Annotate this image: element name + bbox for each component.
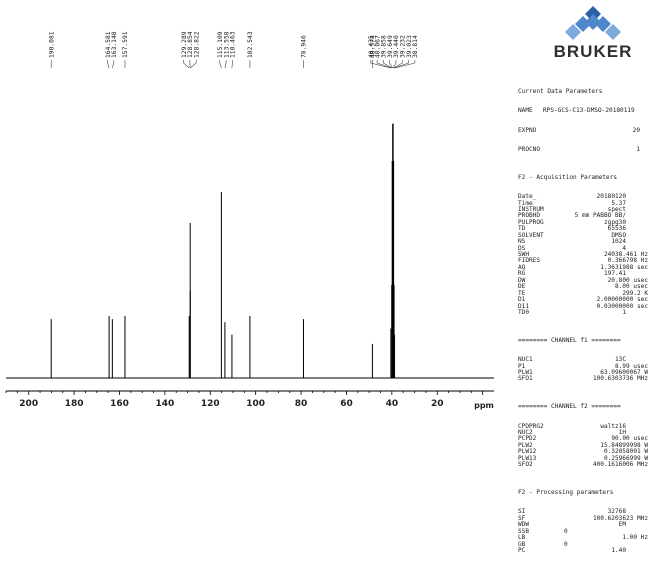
params-header: Current Data Parameters <box>518 89 602 95</box>
x-tick-label: 120 <box>201 399 220 409</box>
peak-label: 78.946 <box>301 35 308 58</box>
ch2-key: SFO2 <box>518 462 533 468</box>
x-tick-label: 140 <box>155 399 174 409</box>
channel-f1-header: ======== CHANNEL f1 ======== <box>518 338 621 344</box>
channel-f2-header: ======== CHANNEL f2 ======== <box>518 404 621 410</box>
x-tick-label: 200 <box>19 399 38 409</box>
ch1-value: 100.6303736 MHz <box>593 376 648 382</box>
peak-label: 157.591 <box>122 31 129 58</box>
procno-value: 1 <box>636 147 640 153</box>
procno-key: PROCNO <box>518 147 540 153</box>
proc-key: PC <box>518 548 525 554</box>
x-tick-label: 20 <box>431 399 444 409</box>
acq-row: TD0 1 <box>518 310 648 316</box>
x-tick-label: 180 <box>65 399 84 409</box>
expno-value: 20 <box>633 128 640 134</box>
ch2-row: SFO2 400.1616006 MHz <box>518 462 648 468</box>
proc-row: PC 1.40 <box>518 548 648 554</box>
peak-label: 190.081 <box>48 31 55 58</box>
bruker-logo: BRUKER <box>548 4 638 62</box>
x-tick-label: 60 <box>340 399 353 409</box>
peak-label-leader <box>220 60 222 68</box>
x-tick-label: 80 <box>295 399 308 409</box>
x-axis-label: ppm <box>474 401 494 410</box>
bruker-emblem-icon <box>565 6 621 40</box>
peak-label-leader <box>225 60 226 68</box>
peak-label: 128.822 <box>193 31 200 58</box>
proc-value: 1.40 <box>611 548 626 554</box>
acq-key: TD0 <box>518 310 529 316</box>
peak-label: 38.814 <box>412 35 419 58</box>
peak-lines <box>51 124 394 378</box>
peak-label-leader <box>112 60 114 68</box>
acquisition-parameters-panel: Current Data Parameters NAME RPS-GCS-C13-… <box>518 76 648 561</box>
peak-label: 102.543 <box>247 31 254 58</box>
name-key: NAME <box>518 108 533 114</box>
peak-label: 163.148 <box>111 31 118 58</box>
acq-header: F2 - Acquisition Parameters <box>518 175 617 181</box>
x-tick-label: 160 <box>110 399 129 409</box>
ch1-row: SFO1 100.6303736 MHz <box>518 376 648 382</box>
expno-key: EXPNO <box>518 128 536 134</box>
peak-label: 110.463 <box>230 31 237 58</box>
peak-label-leader <box>108 60 110 68</box>
ch1-key: SFO1 <box>518 376 533 382</box>
name-value: RPS-GCS-C13-DMSO-20180119 <box>543 108 635 114</box>
peak-label-leader <box>190 60 196 68</box>
x-tick-label: 40 <box>386 399 399 409</box>
processing-header: F2 - Processing parameters <box>518 490 613 496</box>
x-axis-ticks: 200 180 160 140 120 100 80 60 40 20 <box>6 391 483 409</box>
x-tick-label: 100 <box>246 399 265 409</box>
acq-value: 1 <box>622 310 626 316</box>
bruker-logo-text: BRUKER <box>554 42 633 61</box>
peak-label-leader <box>184 60 190 68</box>
ch2-value: 400.1616006 MHz <box>593 462 648 468</box>
